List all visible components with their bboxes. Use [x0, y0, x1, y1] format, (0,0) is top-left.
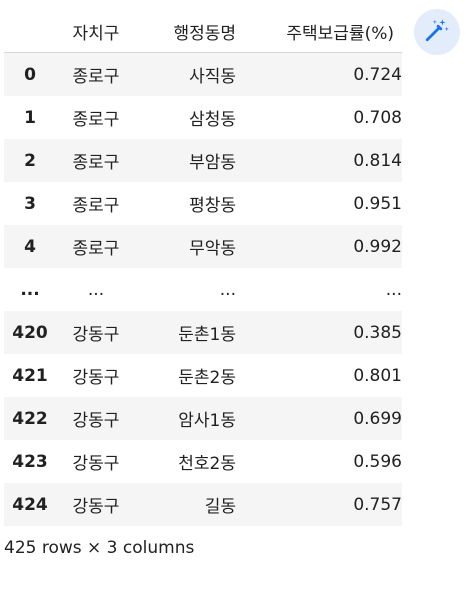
- row-index: 2: [24, 150, 36, 171]
- index-header: [4, 10, 56, 53]
- table-row: 422 강동구 암사1동 0.699: [4, 397, 402, 440]
- column-header-dong: 행정동명: [136, 10, 236, 53]
- table-row: 424 강동구 길동 0.757: [4, 483, 402, 526]
- cell-rate: 0.801: [353, 365, 402, 386]
- cell-dong: ...: [219, 279, 236, 300]
- cell-gu: 강동구: [72, 497, 120, 517]
- row-index: 1: [24, 107, 36, 128]
- dataframe-table: 자치구 행정동명 주택보급률(%) 0 종로구 사직동 0.724 1 종로구 삼청동 0.7…: [4, 10, 402, 526]
- cell-dong: 평창동: [189, 196, 236, 216]
- row-index: 3: [24, 193, 36, 214]
- magic-wand-button[interactable]: [414, 9, 460, 55]
- table-body: 0 종로구 사직동 0.724 1 종로구 삼청동 0.708 2 종로구 부암동 0.814 3 종로구…: [4, 52, 402, 526]
- row-index: 424: [12, 494, 48, 515]
- magic-wand-icon: [424, 17, 450, 47]
- cell-gu: ...: [87, 279, 105, 300]
- cell-gu: 종로구: [72, 110, 120, 130]
- cell-rate: 0.596: [353, 451, 402, 472]
- row-index: 421: [12, 365, 48, 386]
- cell-gu: 강동구: [72, 454, 120, 474]
- cell-dong: 부암동: [189, 153, 236, 173]
- dataframe-output: 자치구 행정동명 주택보급률(%) 0 종로구 사직동 0.724 1 종로구 삼청동 0.7…: [4, 10, 402, 526]
- table-row: 0 종로구 사직동 0.724: [4, 52, 402, 96]
- row-index: 420: [12, 322, 48, 343]
- cell-rate: 0.699: [353, 408, 402, 429]
- cell-gu: 강동구: [72, 325, 120, 345]
- row-index: 422: [12, 408, 48, 429]
- cell-rate: 0.385: [353, 322, 402, 343]
- cell-gu: 종로구: [72, 239, 120, 259]
- cell-rate: 0.814: [353, 150, 402, 171]
- table-row: 423 강동구 천호2동 0.596: [4, 440, 402, 483]
- row-index: 4: [24, 236, 36, 257]
- cell-dong: 천호2동: [178, 454, 236, 474]
- cell-dong: 둔촌1동: [178, 325, 236, 345]
- table-summary: 425 rows × 3 columns: [4, 538, 195, 558]
- row-index: ...: [20, 279, 40, 300]
- cell-dong: 암사1동: [178, 411, 236, 431]
- cell-rate: 0.757: [353, 494, 402, 515]
- table-row: 420 강동구 둔촌1동 0.385: [4, 311, 402, 354]
- cell-rate: 0.951: [353, 193, 402, 214]
- cell-dong: 무악동: [189, 239, 236, 259]
- table-row: 4 종로구 무악동 0.992: [4, 225, 402, 268]
- ellipsis-row: ............: [4, 268, 402, 311]
- cell-gu: 종로구: [72, 67, 120, 87]
- column-header-gu: 자치구: [56, 10, 136, 53]
- cell-dong: 길동: [204, 497, 236, 517]
- cell-gu: 강동구: [72, 411, 120, 431]
- cell-gu: 종로구: [72, 153, 120, 173]
- table-row: 3 종로구 평창동 0.951: [4, 182, 402, 225]
- row-index: 423: [12, 451, 48, 472]
- cell-rate: 0.992: [353, 236, 402, 257]
- cell-gu: 강동구: [72, 368, 120, 388]
- cell-rate: ...: [385, 279, 402, 300]
- row-index: 0: [24, 64, 36, 85]
- cell-dong: 사직동: [189, 67, 236, 87]
- cell-dong: 삼청동: [189, 110, 236, 130]
- cell-rate: 0.724: [353, 64, 402, 85]
- column-header-rate: 주택보급률(%): [236, 10, 402, 53]
- table-row: 421 강동구 둔촌2동 0.801: [4, 354, 402, 397]
- header-row: 자치구 행정동명 주택보급률(%): [4, 10, 402, 53]
- cell-dong: 둔촌2동: [178, 368, 236, 388]
- cell-gu: 종로구: [72, 196, 120, 216]
- table-row: 1 종로구 삼청동 0.708: [4, 96, 402, 139]
- table-row: 2 종로구 부암동 0.814: [4, 139, 402, 182]
- cell-rate: 0.708: [353, 107, 402, 128]
